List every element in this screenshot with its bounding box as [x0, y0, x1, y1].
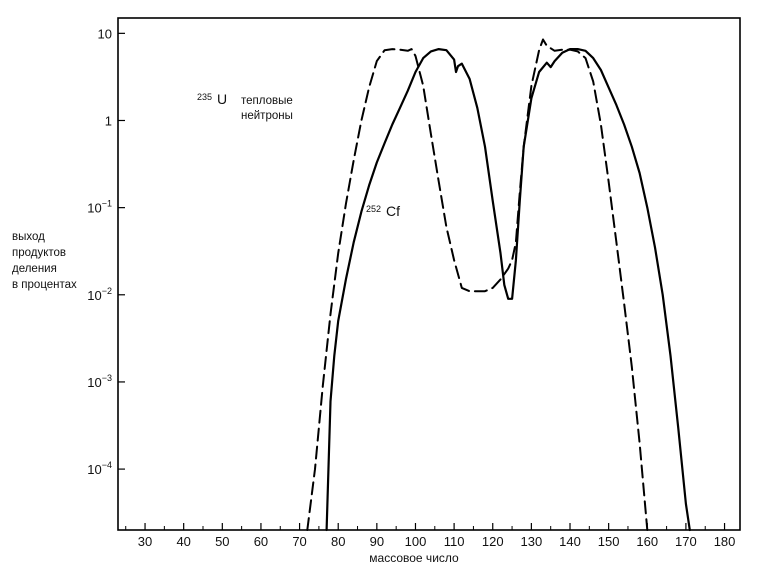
u235-note-line1: тепловые [241, 95, 293, 107]
cf252-symbol: Cf [386, 203, 400, 219]
series-solid-line [325, 47, 691, 532]
u235-symbol: U [217, 91, 227, 107]
x-tick-label: 40 [176, 534, 190, 549]
x-tick-label: 120 [482, 534, 504, 549]
x-tick-label: 140 [559, 534, 581, 549]
u235-note-line2: нейтроны [241, 110, 293, 122]
x-tick-label: 110 [444, 534, 465, 549]
x-tick-label: 100 [405, 534, 427, 549]
y-axis: 10 1 10−1 10−2 10−3 10−4 [87, 26, 125, 477]
y-axis-title-line: в процентах [12, 279, 77, 291]
x-tick-label: 60 [254, 534, 268, 549]
cf252-mass-number: 252 [366, 204, 381, 214]
y-tick-label: 10−3 [87, 373, 112, 390]
x-axis-title: массовое число [369, 551, 459, 565]
y-axis-title-line: выход [12, 231, 45, 243]
x-tick-label: 150 [598, 534, 620, 549]
annotation-cf252: 252 Cf [366, 203, 400, 219]
plot-frame [117, 17, 741, 531]
x-tick-label: 30 [138, 534, 152, 549]
x-tick-label: 90 [370, 534, 384, 549]
y-tick-label: 10 [98, 26, 112, 41]
x-tick-label: 50 [215, 534, 229, 549]
y-axis-title-line: деления [12, 263, 57, 275]
x-tick-label: 80 [331, 534, 345, 549]
series-layer [306, 38, 691, 532]
series-dashed-line [306, 38, 649, 531]
x-axis: 30 40 50 60 70 80 90 100 110 120 130 140 150 160 170 18… [125, 523, 736, 549]
x-tick-label: 160 [636, 534, 658, 549]
y-tick-label: 10−4 [87, 460, 112, 477]
y-axis-title-line: продуктов [12, 247, 67, 259]
x-tick-label: 170 [675, 534, 697, 549]
x-tick-label: 130 [521, 534, 543, 549]
annotation-u235: 235 U тепловые нейтроны [197, 91, 293, 122]
y-tick-label: 1 [105, 113, 112, 128]
x-tick-label: 70 [292, 534, 306, 549]
y-tick-label: 10−2 [87, 286, 112, 303]
y-tick-label: 10−1 [87, 199, 112, 216]
u235-mass-number: 235 [197, 92, 212, 102]
y-axis-title: выход продуктов деления в процентах [12, 229, 77, 293]
x-tick-label: 180 [714, 534, 736, 549]
